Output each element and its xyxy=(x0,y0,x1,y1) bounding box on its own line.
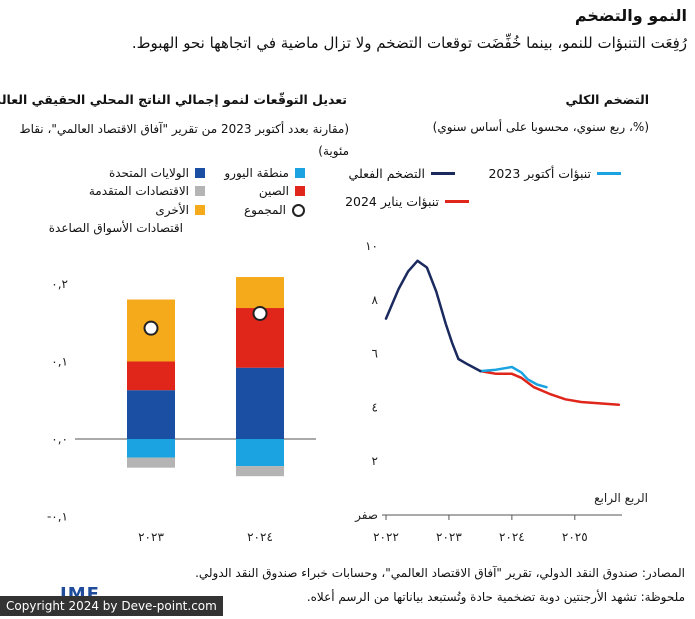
legend-line-jan xyxy=(445,200,469,203)
copyright-banner: Copyright 2024 by Deve-point.com xyxy=(0,596,223,616)
legend-item-other: الأخرى xyxy=(155,203,205,217)
legend-label-actual: التضخم الفعلي xyxy=(348,166,425,181)
page-title: النمو والتضخم xyxy=(574,6,687,25)
legend-label-euro: منطقة اليورو xyxy=(224,166,289,180)
x-category-label: ٢٠٢٤ xyxy=(247,530,273,544)
x-tick-label: ٢٠٢٥ xyxy=(562,530,588,544)
x-tick-label: ٢٠٢٣ xyxy=(436,530,462,544)
legend-swatch-euro xyxy=(295,168,305,178)
y-tick-label: -٠,١ xyxy=(47,510,68,524)
legend-marker-total xyxy=(292,203,305,217)
bar-segment xyxy=(127,439,175,458)
left-chart-subtitle: (مقارنة بعدد أكتوبر 2023 من تقرير "آفاق … xyxy=(19,122,349,158)
legend-item-advanced: الاقتصادات المتقدمة xyxy=(89,184,205,198)
series-line xyxy=(384,259,482,373)
y-tick-label: ٢ xyxy=(372,454,378,468)
y-tick-label: ٠,١ xyxy=(51,355,68,369)
y-tick-label: ٦ xyxy=(372,347,378,361)
bar-segment xyxy=(127,457,175,468)
page-subtitle: رُفِعَت التنبؤات للنمو، بينما خُفِّضَت ت… xyxy=(131,34,687,52)
legend-swatch-advanced xyxy=(195,186,205,196)
legend-label-usa: الولايات المتحدة xyxy=(108,166,189,180)
left-chart-title: تعديل التوقّعات لنمو إجمالي الناتج المحل… xyxy=(0,92,347,107)
total-marker xyxy=(252,305,268,321)
bar-segment xyxy=(127,361,175,391)
bar-segment xyxy=(236,439,284,467)
series-line xyxy=(479,365,548,389)
x-tick-label: ٢٠٢٤ xyxy=(499,530,525,544)
y-tick-label: ٤ xyxy=(372,400,378,414)
bar-segment xyxy=(236,277,284,309)
legend-label-china: الصين xyxy=(258,184,289,198)
note-text: ملحوظة: تشهد الأرجنتين دوبة تضخمية حادة … xyxy=(306,590,685,604)
legend-line-oct xyxy=(597,172,621,175)
y-tick-label: ٨ xyxy=(372,293,379,307)
legend-label-jan: تنبؤات يناير 2024 xyxy=(345,194,439,209)
legend-item-oct-2023: تنبؤات أكتوبر 2023 xyxy=(488,166,621,181)
legend-item-usa: الولايات المتحدة xyxy=(109,166,205,180)
legend-label-total: المجموع xyxy=(244,203,286,217)
legend-swatch-other xyxy=(195,205,205,215)
right-chart-subtitle: (%، ربع سنوي، محسوبا على أساس سنوي) xyxy=(432,120,649,134)
legend-label-emerging: اقتصادات الأسواق الصاعدة xyxy=(48,221,183,235)
bar-chart: ٠,٢ ٠,١ ٠,٠ -٠,١ ٢٠٢٣ ٢٠٢٤ xyxy=(47,277,316,544)
bar-segment xyxy=(236,466,284,477)
right-chart-title: التضخم الكلي xyxy=(565,92,649,107)
y-tick-label: ٠,٠ xyxy=(51,432,68,446)
legend-item-actual-inflation: التضخم الفعلي xyxy=(349,166,455,181)
legend-line-actual xyxy=(431,172,455,175)
y-tick-label: ١٠ xyxy=(365,239,378,253)
bar-segment xyxy=(236,367,284,439)
legend-item-china: الصين xyxy=(259,184,305,198)
legend-item-emerging: اقتصادات الأسواق الصاعدة xyxy=(49,221,183,235)
legend-label-other: الأخرى xyxy=(155,203,189,217)
legend-swatch-usa xyxy=(195,168,205,178)
legend-item-euro: منطقة اليورو xyxy=(224,166,305,180)
legend-item-total: المجموع xyxy=(244,203,305,217)
y-tick-label: ٠,٢ xyxy=(51,277,68,291)
total-marker xyxy=(143,320,159,336)
sources-text: المصادر: صندوق النقد الدولي، تقرير "آفاق… xyxy=(195,566,685,580)
legend-label-oct: تنبؤات أكتوبر 2023 xyxy=(488,166,591,181)
legend-item-jan-2024: تنبؤات يناير 2024 xyxy=(345,194,469,209)
line-chart: صفر ٢ ٤ ٦ ٨ ١٠ ٢٠٢٢ ٢٠٢٣ ٢٠٢٤ ٢٠٢٥ الربع الرابع xyxy=(354,239,648,544)
x-tick-label: ٢٠٢٢ xyxy=(373,530,399,544)
x-axis-label: الربع الرابع xyxy=(594,491,648,506)
x-category-label: ٢٠٢٣ xyxy=(138,530,164,544)
legend-swatch-china xyxy=(295,186,305,196)
legend-label-advanced: الاقتصادات المتقدمة xyxy=(88,184,189,198)
y-tick-label: صفر xyxy=(354,508,378,523)
bar-segment xyxy=(127,390,175,439)
series-line xyxy=(479,369,621,406)
